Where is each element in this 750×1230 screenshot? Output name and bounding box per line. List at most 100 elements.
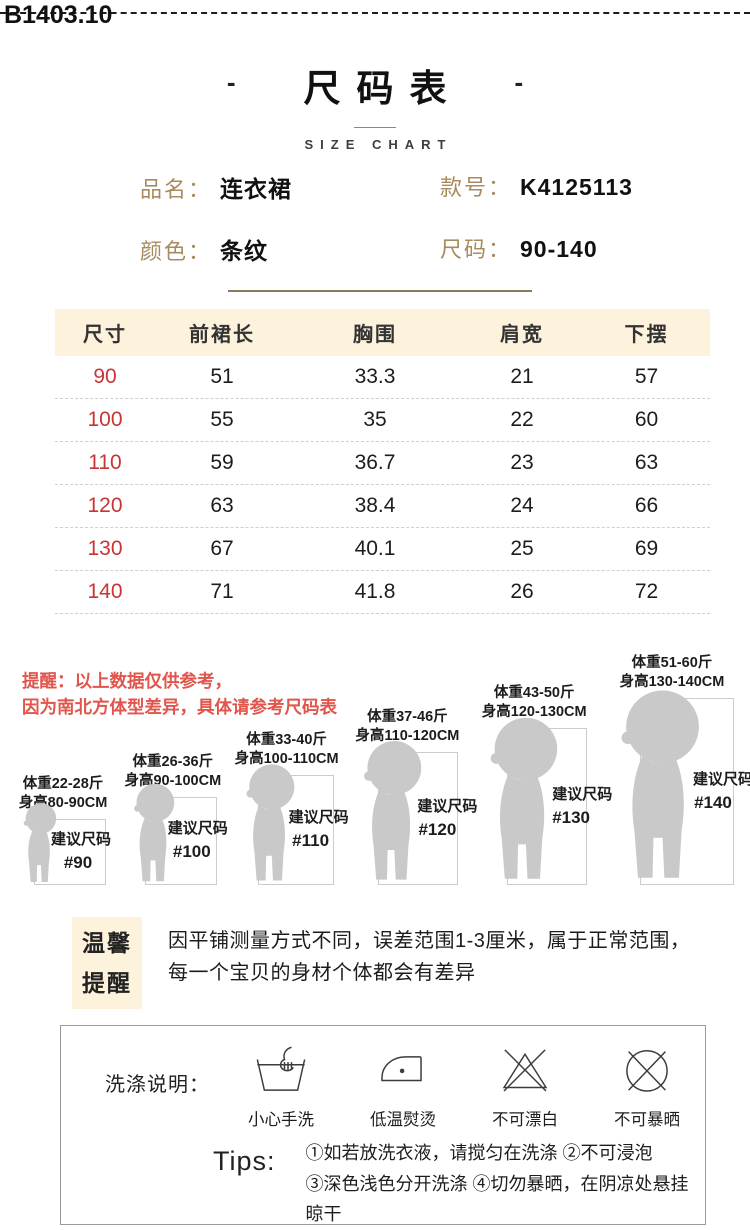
- table-row: 120 63 38.4 24 66: [55, 485, 710, 528]
- suggest-size: #110: [292, 831, 330, 851]
- col-header-shoulder: 肩宽: [500, 324, 544, 346]
- field-value: K4125113: [520, 174, 633, 200]
- suggest-label: 建议尺码: [288, 809, 349, 827]
- cell-size: 110: [88, 451, 122, 474]
- no-sun-icon: [626, 1050, 668, 1092]
- care-item-no-sun: 不可暴晒: [586, 1042, 708, 1130]
- cell-value: 51: [210, 365, 234, 388]
- table-row: 100 55 35 22 60: [55, 399, 710, 442]
- care-item-label: 小心手洗: [248, 1111, 314, 1129]
- product-field-color: 颜色： 条纹: [140, 232, 440, 266]
- reminder-line: 每一个宝贝的身材个体都会有差异: [168, 962, 476, 984]
- child-silhouette-icon: [490, 717, 558, 879]
- tips-text: ①如若放洗衣液，请搅匀在洗涤 ②不可浸泡 ③深色浅色分开洗涤 ④切勿暴晒，在阴凉…: [306, 1138, 695, 1230]
- cell-value: 72: [634, 580, 659, 603]
- cell-value: 71: [210, 580, 234, 603]
- child-silhouette-icon: [621, 690, 699, 878]
- field-value: 条纹: [220, 238, 269, 264]
- care-item-hand-wash: 小心手洗: [220, 1042, 342, 1130]
- cell-value: 66: [634, 494, 659, 517]
- cell-value: 59: [210, 451, 234, 474]
- cell-value: 25: [510, 537, 534, 560]
- care-item-low-iron: 低温熨烫: [342, 1042, 464, 1130]
- notice-line: 提醒：以上数据仅供参考，: [22, 671, 232, 691]
- cell-value: 57: [634, 365, 659, 388]
- product-field-size-range: 尺码： 90-140: [440, 232, 750, 266]
- suggest-size: #90: [63, 853, 93, 873]
- col-header-size: 尺寸: [83, 324, 127, 346]
- weight-range: 体重26-36斤: [132, 754, 214, 771]
- hand-wash-icon: [256, 1046, 306, 1091]
- field-value: 连衣裙: [220, 176, 293, 202]
- cell-value: 38.4: [354, 494, 396, 517]
- height-range: 身高130-140CM: [619, 674, 725, 691]
- wash-instructions-row: 洗涤说明： 小心手洗 低温熨烫: [61, 1026, 705, 1130]
- suggest-label: 建议尺码: [417, 797, 478, 815]
- care-item-label: 不可漂白: [492, 1111, 558, 1129]
- field-label: 尺码：: [440, 237, 513, 262]
- watermark-code: B1403.10: [4, 1, 113, 29]
- field-label: 款号：: [440, 175, 513, 200]
- cell-value: 26: [510, 580, 534, 603]
- field-label: 品名：: [140, 177, 213, 202]
- care-instructions-box: 洗涤说明： 小心手洗 低温熨烫: [60, 1025, 706, 1225]
- title-block: - 尺码表 - SIZE CHART: [0, 58, 750, 153]
- table-header-row: 尺寸 前裙长 胸围 肩宽 下摆: [55, 309, 710, 356]
- child-silhouette-icon: [23, 803, 57, 882]
- size-guide-item-120: 体重37-46斤 身高110-120CM 建议尺码 #120: [355, 708, 477, 885]
- cell-value: 55: [210, 408, 234, 431]
- suggest-label: 建议尺码: [692, 770, 750, 788]
- table-row: 110 59 36.7 23 63: [55, 442, 710, 485]
- cell-value: 63: [634, 451, 659, 474]
- page-subtitle: SIZE CHART: [304, 137, 453, 152]
- warm-reminder-section: 温馨 提醒 因平铺测量方式不同，误差范围1-3厘米，属于正常范围， 每一个宝贝的…: [72, 917, 750, 1009]
- tips-line: ③深色浅色分开洗涤 ④切勿暴晒，在阴凉处悬挂晾干: [305, 1173, 689, 1225]
- cell-value: 69: [634, 537, 659, 560]
- suggest-size: #130: [552, 807, 591, 827]
- tips-label: Tips:: [213, 1146, 276, 1176]
- weight-range: 体重43-50斤: [493, 685, 575, 702]
- warm-reminder-badge: 温馨 提醒: [72, 917, 142, 1009]
- field-value: 90-140: [520, 236, 598, 262]
- iron-icon: [381, 1056, 422, 1082]
- reference-notice: 提醒：以上数据仅供参考， 因为南北方体型差异，具体请参考尺码表: [22, 668, 337, 721]
- cell-size: 100: [87, 408, 123, 431]
- section-divider: [228, 290, 532, 292]
- weight-range: 体重22-28斤: [22, 776, 104, 793]
- suggest-label: 建议尺码: [167, 820, 228, 838]
- table-row: 140 71 41.8 26 72: [55, 571, 710, 614]
- cell-value: 67: [210, 537, 234, 560]
- top-dashed-line: [0, 12, 750, 14]
- badge-line: 提醒: [82, 970, 132, 996]
- title-divider: [354, 127, 396, 128]
- height-range: 身高120-130CM: [481, 704, 587, 721]
- col-header-hem: 下摆: [624, 324, 669, 346]
- cell-value: 41.8: [354, 580, 396, 603]
- size-guide-section: 提醒：以上数据仅供参考， 因为南北方体型差异，具体请参考尺码表 体重22-28斤…: [0, 655, 750, 905]
- cell-size: 140: [87, 580, 123, 603]
- field-label: 颜色：: [140, 239, 213, 264]
- measurement-table: 尺寸 前裙长 胸围 肩宽 下摆 90 51 33.3 21 57 100 55 …: [55, 309, 710, 614]
- warm-reminder-text: 因平铺测量方式不同，误差范围1-3厘米，属于正常范围， 每一个宝贝的身材个体都会…: [168, 925, 690, 1009]
- col-header-front-length: 前裙长: [189, 324, 255, 346]
- cell-value: 35: [363, 408, 387, 431]
- table-row: 90 51 33.3 21 57: [55, 356, 710, 399]
- suggest-size: #120: [418, 819, 457, 839]
- product-info: 品名： 连衣裙 款号： K4125113 颜色： 条纹 尺码： 90-140: [140, 170, 750, 266]
- size-guide-item-140: 体重51-60斤 身高130-140CM 建议尺码 #140: [610, 654, 750, 885]
- height-range: 身高100-110CM: [234, 751, 339, 768]
- cell-value: 24: [510, 494, 534, 517]
- cell-value: 23: [510, 451, 534, 474]
- tips-line: ①如若放洗衣液，请搅匀在洗涤 ②不可浸泡: [305, 1143, 653, 1163]
- size-guide-row: 体重22-28斤 身高80-90CM 建议尺码 #90 体重26-36斤 身高90-1…: [19, 654, 750, 885]
- care-item-no-bleach: 不可漂白: [464, 1042, 586, 1130]
- table-row: 130 67 40.1 25 69: [55, 528, 710, 571]
- child-silhouette-icon: [364, 741, 422, 880]
- cell-size: 90: [93, 365, 117, 388]
- title-dash-left: -: [226, 66, 236, 97]
- suggest-size: #140: [694, 792, 732, 812]
- notice-line: 因为南北方体型差异，具体请参考尺码表: [22, 697, 337, 718]
- weight-range: 体重37-46斤: [367, 709, 448, 726]
- page-title: 尺码表: [303, 68, 463, 109]
- cell-value: 21: [510, 365, 534, 388]
